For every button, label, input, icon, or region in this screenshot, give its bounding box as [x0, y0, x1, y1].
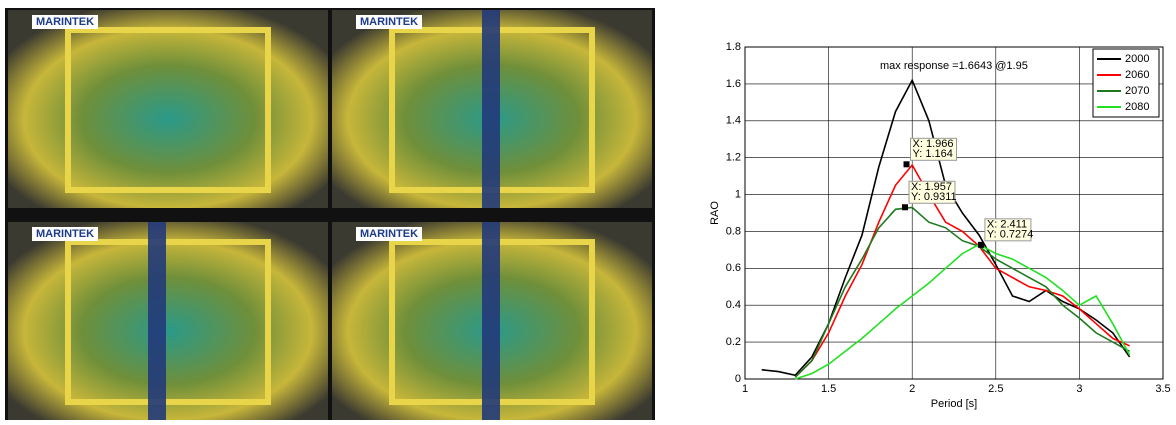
y-tick-label: 0.6: [726, 262, 741, 274]
y-tick-label: 0: [735, 373, 741, 385]
legend-label: 2060: [1125, 69, 1149, 81]
annotation: max response =1.6643 @1.95: [880, 60, 1028, 72]
legend-label: 2080: [1125, 101, 1149, 113]
datatip-marker: [978, 242, 984, 248]
cable: [482, 222, 500, 420]
y-tick-label: 0.4: [726, 299, 741, 311]
x-tick-label: 3: [1076, 383, 1082, 395]
y-tick-label: 1.4: [726, 115, 741, 127]
legend-label: 2000: [1125, 53, 1149, 65]
camera-label: MARINTEK: [360, 228, 418, 240]
y-axis-label: RAO: [709, 201, 721, 225]
x-tick-label: 2.5: [988, 383, 1003, 395]
datatip-marker: [904, 161, 910, 167]
datatip-y: Y: 0.9311: [911, 191, 957, 203]
cable: [482, 10, 500, 208]
x-tick-label: 3.5: [1155, 383, 1170, 395]
x-axis-label: Period [s]: [931, 398, 977, 410]
legend-label: 2070: [1125, 85, 1149, 97]
y-tick-label: 1.6: [726, 78, 741, 90]
datatip-y: Y: 1.164: [913, 148, 953, 160]
y-tick-label: 1.2: [726, 152, 741, 164]
y-tick-label: 1: [735, 188, 741, 200]
camera-label: MARINTEK: [36, 228, 94, 240]
camera-label: MARINTEK: [360, 16, 418, 28]
camera-frame: [8, 10, 328, 208]
page: MARINTEK MARINTEK MARINTEK MARINTEK 0 0.2 0.4…: [0, 0, 1176, 425]
datatip-marker: [902, 204, 908, 210]
x-tick-label: 1.5: [821, 383, 836, 395]
y-tick-label: 0.2: [726, 336, 741, 348]
y-tick-label: 0.8: [726, 225, 741, 237]
x-tick-label: 2: [909, 383, 915, 395]
camera-label: MARINTEK: [36, 16, 94, 28]
x-tick-label: 1: [742, 383, 748, 395]
chart: 0 0.2 0.4 0.6 0.8 1 1.2 1.4 1.6 1.8 1 1.5 2 2.5 3 3.5 Pe…: [709, 41, 1171, 410]
datatip-y: Y: 0.7274: [987, 229, 1034, 241]
camera-frame: [8, 222, 328, 420]
y-tick-label: 1.8: [726, 41, 741, 53]
cable: [148, 222, 166, 420]
